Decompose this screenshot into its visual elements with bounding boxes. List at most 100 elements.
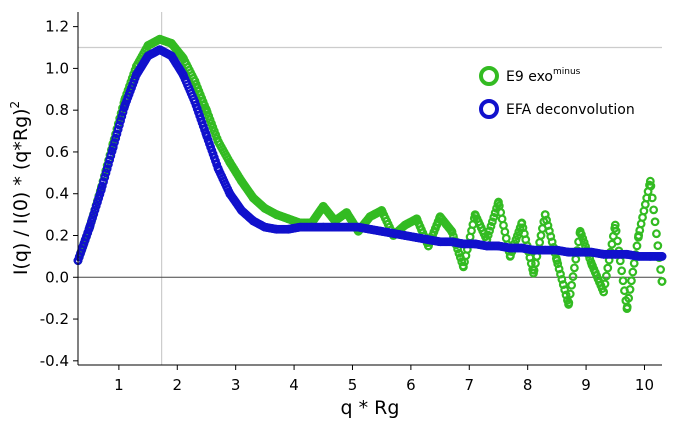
- data-point: [318, 201, 328, 211]
- data-point: [104, 159, 113, 169]
- data-point: [505, 243, 515, 253]
- legend-e9-name: E9 exo: [506, 69, 553, 85]
- x-tick-label: 7: [465, 376, 475, 394]
- data-point: [634, 251, 644, 261]
- data-point: [89, 209, 99, 219]
- data-point: [634, 231, 644, 240]
- data-point: [459, 239, 468, 249]
- data-point: [600, 279, 610, 289]
- data-point: [599, 287, 608, 297]
- data-point: [517, 243, 527, 253]
- data-point: [629, 258, 639, 268]
- data-point: [202, 130, 211, 140]
- x-tick-label: 6: [406, 376, 416, 394]
- data-point: [111, 133, 121, 143]
- data-point: [108, 143, 118, 153]
- legend-marker-e9-exo: [479, 66, 499, 86]
- data-point: [377, 206, 387, 215]
- axes: [77, 12, 662, 366]
- data-point: [552, 245, 562, 255]
- x-tick-label: 2: [173, 376, 183, 394]
- data-point: [622, 249, 632, 259]
- data-point: [155, 45, 165, 54]
- data-point: [283, 224, 293, 234]
- x-tick-group: 1 2 3 4 5 6 7 8 9 10: [114, 365, 654, 394]
- data-point: [90, 205, 100, 215]
- legend: E9 exominus EFA deconvolution: [479, 66, 635, 119]
- data-point: [571, 254, 581, 264]
- data-point: [435, 237, 445, 247]
- reference-lines: [78, 12, 662, 365]
- data-point: [610, 220, 620, 230]
- data-point: [100, 172, 110, 182]
- y-tick-label: -0.2: [40, 310, 69, 328]
- data-point: [99, 177, 108, 187]
- data-point: [470, 239, 480, 249]
- data-point: [624, 293, 634, 303]
- data-point: [424, 235, 433, 245]
- data-point: [529, 245, 538, 255]
- data-point: [517, 218, 527, 228]
- data-point: [131, 70, 141, 80]
- data-point: [167, 38, 176, 48]
- data-point: [540, 210, 550, 220]
- data-point: [93, 197, 102, 207]
- data-point: [112, 129, 122, 139]
- y-tick-label: -0.4: [40, 352, 69, 370]
- legend-label-efa: EFA deconvolution: [506, 102, 635, 118]
- data-point: [113, 125, 123, 134]
- data-point: [567, 280, 577, 290]
- data-point: [272, 224, 281, 234]
- data-point: [377, 226, 387, 236]
- data-point: [342, 208, 352, 217]
- x-tick-label: 3: [231, 376, 241, 394]
- data-point: [483, 230, 493, 240]
- data-point: [202, 105, 211, 115]
- x-tick-label: 4: [289, 376, 299, 394]
- x-tick-label: 9: [581, 376, 591, 394]
- data-point: [647, 193, 657, 203]
- data-point: [494, 197, 503, 207]
- data-point: [447, 237, 457, 247]
- y-tick-label: 0.2: [45, 226, 69, 244]
- data-point: [365, 224, 375, 234]
- data-point: [625, 285, 635, 294]
- data-point: [536, 231, 546, 240]
- data-point: [318, 222, 328, 232]
- data-point: [85, 222, 95, 232]
- y-tick-label: 0.6: [45, 143, 69, 161]
- data-point: [248, 193, 258, 203]
- data-point: [645, 251, 655, 261]
- data-point: [190, 97, 200, 107]
- data-point: [494, 241, 503, 251]
- data-point: [628, 267, 638, 277]
- data-point: [225, 157, 235, 167]
- y-tick-label: 0.0: [45, 268, 69, 286]
- data-point: [330, 222, 340, 232]
- data-point: [260, 203, 270, 213]
- data-point: [260, 222, 270, 232]
- data-point: [167, 51, 176, 61]
- data-point: [400, 220, 410, 230]
- data-point: [143, 41, 153, 50]
- legend-label-e9-exo: E9 exominus: [506, 67, 581, 85]
- y-axis-title: I(q) / I(0) * (q*Rg)2: [8, 101, 32, 275]
- data-point: [601, 271, 611, 281]
- data-point: [535, 238, 545, 247]
- data-point: [101, 168, 111, 178]
- y-tick-group: -0.4 -0.2 0.0 0.2 0.4 0.6 0.8 1.0 1.2: [40, 18, 78, 370]
- x-tick-label: 5: [348, 376, 358, 394]
- data-point: [412, 214, 422, 224]
- data-point: [564, 300, 573, 309]
- data-point: [610, 249, 620, 259]
- data-point: [652, 229, 661, 239]
- data-point: [564, 247, 573, 257]
- data-point: [95, 189, 105, 199]
- data-point: [307, 222, 317, 232]
- data-point: [225, 189, 235, 199]
- data-point: [178, 70, 188, 80]
- data-point: [485, 226, 494, 236]
- x-tick-label: 10: [635, 376, 654, 394]
- data-point: [653, 241, 663, 251]
- data-point: [486, 221, 496, 231]
